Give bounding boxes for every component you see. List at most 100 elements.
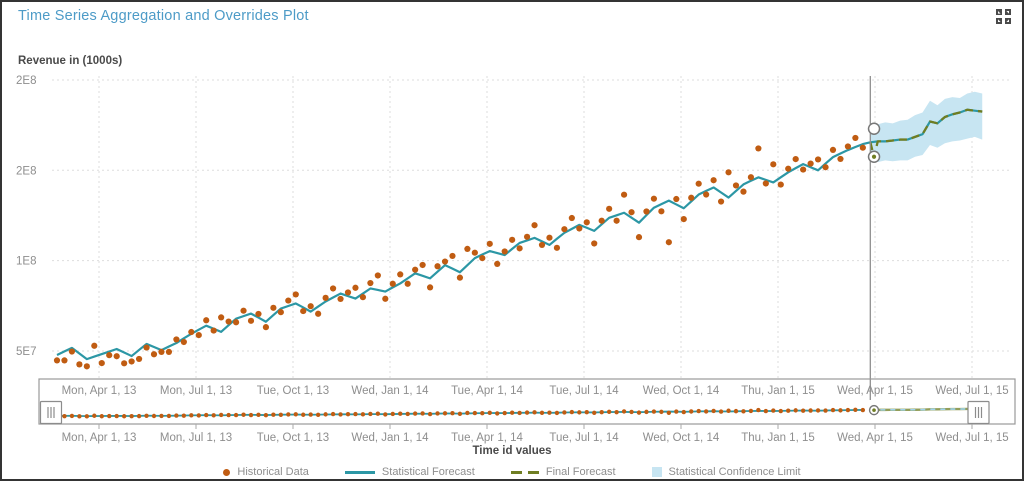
x-tick-labels-chart: Mon, Apr 1, 13 Mon, Jul 1, 13 Tue, Oct 1, … xyxy=(62,385,1009,397)
mini-historical-dot xyxy=(315,412,321,418)
historical-dot xyxy=(359,294,367,301)
mini-historical-dot xyxy=(271,412,276,417)
legend-label: Final Forecast xyxy=(545,466,616,478)
historical-dot xyxy=(195,331,202,339)
mini-historical-dot xyxy=(144,413,149,419)
historical-dot xyxy=(76,361,83,368)
mini-historical-dot xyxy=(99,414,104,419)
historical-dot xyxy=(777,181,784,188)
mini-historical-dot xyxy=(748,408,754,414)
historical-dot xyxy=(135,355,143,363)
mini-historical-dot xyxy=(614,409,619,415)
historical-dot xyxy=(613,217,620,224)
historical-dot xyxy=(725,169,732,176)
mini-historical-dot xyxy=(860,407,866,413)
mini-historical-dot xyxy=(659,409,664,415)
historical-dot xyxy=(61,357,68,364)
exit-maximize-icon xyxy=(996,9,1011,24)
x-tick-label: Wed, Oct 1, 14 xyxy=(643,385,720,397)
x-tick-label: Wed, Jan 1, 14 xyxy=(351,385,429,397)
mini-historical-dot xyxy=(815,408,821,413)
historical-dot xyxy=(747,174,755,181)
range-slider-right-handle[interactable] xyxy=(967,400,990,425)
historical-dot xyxy=(717,198,725,205)
historical-dot xyxy=(180,338,187,346)
mini-historical-dot xyxy=(584,409,589,415)
mini-historical-dot xyxy=(166,413,172,419)
mini-historical-dot xyxy=(248,412,254,418)
y-tick-label: 5E7 xyxy=(16,346,36,358)
mini-historical-dot xyxy=(741,409,746,414)
historical-dot xyxy=(464,245,471,253)
historical-dot xyxy=(583,219,590,226)
mini-historical-dot xyxy=(606,409,612,415)
historical-dot xyxy=(859,144,866,151)
panel-title: Time Series Aggregation and Overrides Pl… xyxy=(18,8,309,24)
confidence-limit-swatch xyxy=(651,467,662,477)
historical-dot xyxy=(643,208,650,215)
historical-dot xyxy=(150,351,158,358)
historical-dot xyxy=(606,205,613,212)
historical-dot xyxy=(374,272,381,279)
historical-dot xyxy=(553,244,561,251)
historical-dot xyxy=(329,285,337,292)
mini-override-marker-dot xyxy=(872,408,876,412)
historical-dot xyxy=(665,239,672,246)
x-tick-label: Wed, Jan 1, 14 xyxy=(351,432,429,444)
override-marker-override[interactable] xyxy=(867,150,881,163)
historical-dot xyxy=(188,328,195,336)
mini-historical-dot xyxy=(368,411,373,417)
x-tick-labels-slider: Mon, Apr 1, 13 Mon, Jul 1, 13 Tue, Oct 1, … xyxy=(62,424,1009,444)
legend-item-final-forecast: Final Forecast xyxy=(510,466,616,478)
mini-historical-dot xyxy=(592,410,597,416)
historical-dot xyxy=(516,245,523,252)
historical-dot xyxy=(203,317,210,324)
mini-historical-dot xyxy=(345,412,351,417)
historical-dot xyxy=(486,240,493,247)
mini-historical-dot xyxy=(114,413,119,419)
historical-dot xyxy=(158,348,165,356)
historical-dot xyxy=(218,314,225,321)
mini-historical-dot xyxy=(562,410,567,415)
mini-historical-dot xyxy=(763,408,769,414)
y-tick-label: 2E8 xyxy=(16,75,36,87)
mini-historical-dot xyxy=(412,411,418,416)
mini-historical-dot xyxy=(390,411,395,417)
historical-dot xyxy=(785,165,792,172)
exit-maximize-button[interactable] xyxy=(996,9,1011,24)
x-tick-label: Tue, Apr 1, 14 xyxy=(451,385,523,397)
historical-dot xyxy=(315,310,322,317)
historical-dot xyxy=(232,319,240,326)
historical-dot xyxy=(456,274,464,281)
range-slider-left-handle[interactable] xyxy=(39,400,63,425)
historical-dot xyxy=(755,145,762,152)
historical-dot xyxy=(494,260,501,268)
mini-historical-dot xyxy=(674,409,679,414)
mini-historical-dot xyxy=(696,408,701,414)
historical-dot xyxy=(434,263,441,270)
legend-label: Historical Data xyxy=(237,466,309,478)
historical-dot xyxy=(561,226,568,233)
historical-dot xyxy=(449,252,456,260)
mini-historical-dot xyxy=(621,409,627,414)
mini-confidence-line xyxy=(870,408,983,411)
range-slider-track[interactable] xyxy=(38,378,1016,425)
x-tick-label: Tue, Oct 1, 13 xyxy=(257,385,329,397)
mini-historical-dot xyxy=(465,410,470,416)
y-tick-labels: 2E8 2E8 1E8 5E7 xyxy=(16,75,36,358)
override-marker-original[interactable] xyxy=(867,122,881,135)
x-tick-label: Tue, Jul 1, 14 xyxy=(549,385,619,397)
statistical-forecast-line xyxy=(56,108,983,361)
historical-dot xyxy=(509,236,516,243)
historical-dot xyxy=(397,271,404,278)
historical-dot xyxy=(292,291,299,298)
legend-item-historical-data: Historical Data xyxy=(223,466,309,478)
historical-dot xyxy=(404,280,411,287)
mini-historical-dot xyxy=(636,410,642,415)
mini-historical-dot xyxy=(196,413,201,418)
historical-dot xyxy=(598,217,605,224)
historical-dot xyxy=(322,294,329,301)
historical-dot xyxy=(673,195,680,203)
